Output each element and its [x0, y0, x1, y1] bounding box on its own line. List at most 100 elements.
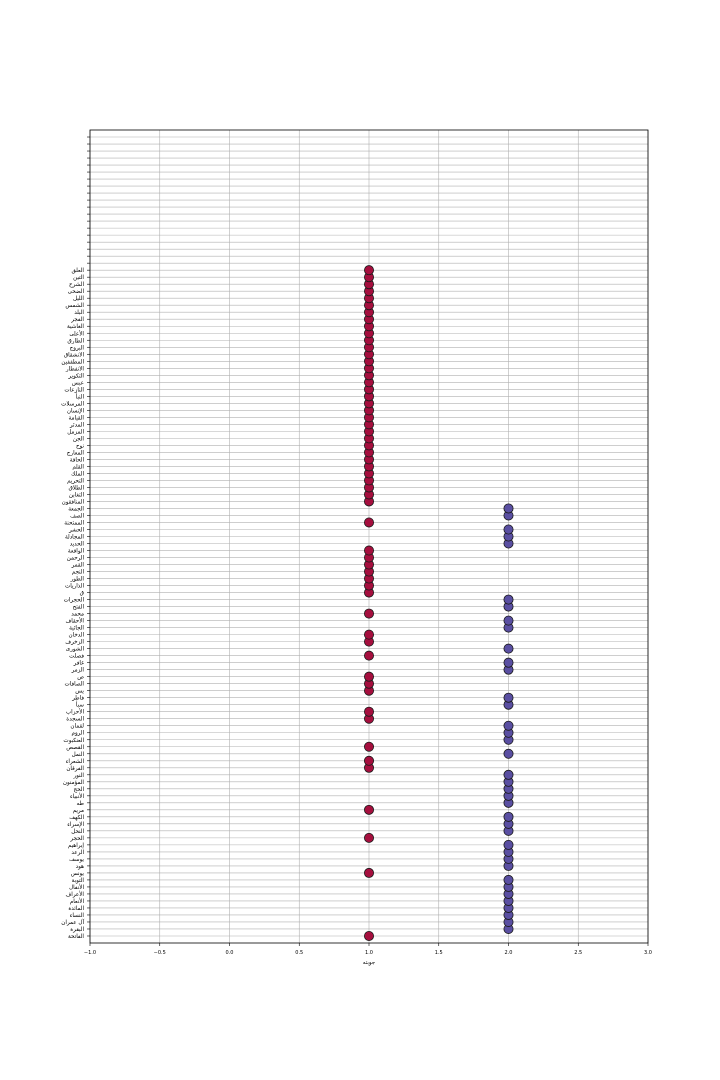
data-point	[363, 930, 374, 941]
y-tick-label: الكهف	[69, 814, 84, 821]
y-tick-label: الحج	[74, 787, 85, 793]
data-point	[363, 867, 374, 878]
data-point	[363, 706, 374, 717]
data-point	[363, 741, 374, 752]
y-tick-label: المجادلة	[65, 535, 84, 541]
y-tick-label: الليل	[73, 296, 84, 302]
y-tick-label: القيامة	[69, 415, 85, 421]
y-tick-label: الروم	[71, 731, 84, 737]
y-tick-label: الأعراف	[65, 890, 84, 898]
y-tick-label: الأنبياء	[70, 792, 84, 800]
y-tick-label: إبراهيم	[68, 843, 85, 849]
y-tick-label: الصافات	[65, 682, 85, 688]
y-tick-label: المعارج	[67, 450, 85, 456]
y-tick-label: العلق	[72, 268, 85, 274]
y-tick-label: الصف	[70, 513, 84, 519]
x-tick-label: 2.0	[505, 950, 513, 956]
y-tick-label: القلم	[72, 464, 84, 470]
y-tick-label: البروج	[70, 345, 85, 351]
x-tick-label: 1.0	[365, 950, 373, 956]
y-tick-label: النساء	[70, 913, 85, 919]
y-tick-label: محمد	[71, 612, 84, 618]
y-tick-label: النمل	[72, 752, 85, 758]
y-tick-label: هود	[76, 864, 84, 870]
x-tick-label: 0.0	[226, 950, 234, 956]
y-tick-label: الشمس	[65, 303, 84, 309]
x-tick-label: −0.5	[154, 950, 166, 956]
y-tick-label: الطارق	[67, 338, 84, 344]
y-tick-label: الحجر	[69, 836, 84, 842]
y-tick-label: الرعد	[71, 850, 84, 856]
y-tick-label: القصص	[66, 745, 84, 751]
y-tick-label: الانشقاق	[64, 352, 85, 358]
y-tick-label: نوح	[76, 443, 85, 449]
y-tick-label: مريم	[73, 808, 84, 814]
y-tick-label: المؤمنون	[63, 780, 85, 786]
data-point	[503, 594, 514, 605]
y-tick-label: الطلاق	[68, 485, 84, 491]
y-tick-label: الفتح	[73, 605, 85, 611]
y-tick-label: آل عمران	[61, 919, 84, 926]
y-tick-label: النبأ	[76, 392, 85, 400]
data-markers	[363, 265, 514, 941]
y-tick-label: الرحمن	[67, 556, 85, 562]
data-point	[503, 643, 514, 654]
x-tick-label: −1.0	[84, 950, 96, 956]
y-tick-label: النجم	[72, 570, 85, 576]
y-tick-label: الحشر	[68, 527, 84, 533]
y-tick-label: الطور	[70, 577, 85, 583]
y-tick-label: الممتحنة	[64, 520, 84, 526]
data-point	[363, 545, 374, 556]
data-point	[503, 748, 514, 759]
data-point	[503, 811, 514, 822]
data-point	[503, 503, 514, 514]
y-tick-label: القمر	[71, 563, 85, 569]
data-point	[363, 517, 374, 528]
y-tick-label: الجاثية	[69, 626, 84, 632]
y-tick-label: المرسلات	[61, 401, 84, 407]
y-tick-label: البلد	[74, 310, 84, 316]
y-tick-label: الحديد	[70, 542, 85, 548]
y-tick-label: فاطر	[71, 696, 84, 702]
y-tick-label: التكوير	[67, 372, 84, 379]
y-tick-label: السجدة	[66, 717, 84, 723]
y-tick-label: المزمل	[67, 429, 84, 435]
y-tick-label: سبأ	[76, 701, 84, 709]
y-tick-label: الضحى	[68, 289, 85, 295]
y-tick-label: الأحزاب	[66, 708, 85, 716]
y-tick-label: النحل	[71, 829, 84, 835]
y-tick-label: المطففين	[61, 359, 84, 365]
y-tick-label: الجن	[73, 436, 85, 442]
y-tick-label: التين	[73, 275, 84, 281]
y-tick-label: لقمان	[70, 724, 84, 730]
y-tick-label: الإسراء	[67, 822, 84, 828]
y-tick-label: البقرة	[70, 927, 84, 933]
y-tick-label: يونس	[71, 871, 85, 877]
y-tick-label: الشورى	[66, 647, 85, 653]
data-point	[363, 832, 374, 843]
data-point	[363, 629, 374, 640]
y-tick-label: النور	[72, 773, 84, 779]
y-tick-label: التغابن	[69, 492, 85, 498]
y-tick-label: الدخان	[69, 633, 85, 639]
y-tick-label: الغاشية	[67, 324, 84, 330]
y-tick-label: يوسف	[69, 857, 84, 863]
x-tick-label: 1.5	[435, 950, 443, 956]
y-tick-label: المنافقون	[62, 499, 85, 505]
y-tick-label: الفرقان	[66, 766, 84, 772]
data-point	[363, 608, 374, 619]
x-axis-label: جوبته	[363, 960, 375, 966]
y-tick-label: الأعلى	[69, 329, 84, 337]
data-point	[363, 755, 374, 766]
y-tick-label: التحريم	[67, 478, 84, 484]
y-tick-label: النازعات	[64, 387, 84, 393]
y-tick-label: الشرح	[69, 282, 84, 288]
y-tick-label: الذاريات	[65, 584, 84, 590]
y-tick-label: غافر	[73, 661, 84, 667]
data-point	[503, 524, 514, 535]
data-point	[363, 671, 374, 682]
y-tick-label: الفجر	[70, 317, 84, 323]
